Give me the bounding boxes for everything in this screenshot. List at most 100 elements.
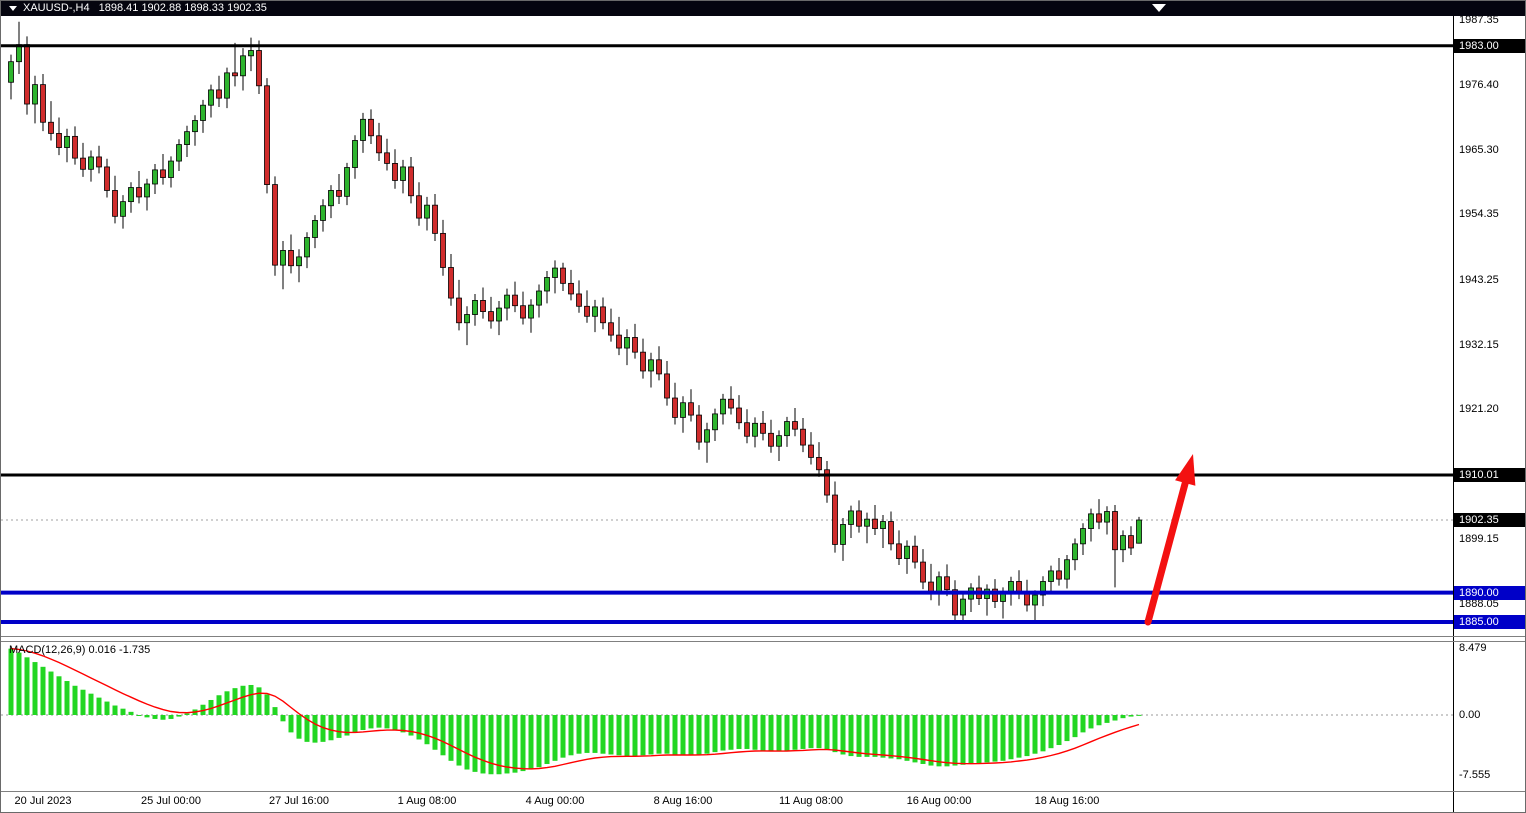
macd-histogram-bar	[1072, 715, 1078, 738]
macd-histogram-bar	[760, 715, 766, 751]
macd-histogram-bar	[472, 715, 478, 772]
macd-histogram-bar	[72, 685, 78, 715]
macd-histogram-bar	[840, 715, 846, 755]
macd-histogram-bar	[816, 715, 822, 749]
macd-histogram-bar	[360, 715, 366, 731]
panel-separator-top[interactable]	[1, 636, 1525, 637]
macd-histogram-bar	[992, 715, 998, 762]
trend-arrow-head[interactable]	[1175, 454, 1196, 486]
candle	[528, 299, 534, 333]
chart-canvas[interactable]	[1, 1, 1453, 813]
macd-histogram-bar	[1048, 715, 1054, 749]
candle	[880, 515, 886, 548]
time-axis-separator	[1, 791, 1525, 792]
candle	[1104, 506, 1110, 535]
candle	[1024, 579, 1030, 612]
macd-histogram-bar	[736, 715, 742, 749]
candle	[464, 306, 470, 346]
candle	[448, 253, 454, 306]
candle	[1112, 505, 1118, 588]
macd-histogram-bar	[856, 715, 862, 757]
macd-histogram-bar	[64, 681, 70, 715]
macd-histogram-bar	[336, 715, 342, 738]
ohlc-label: 1898.41 1902.88 1898.33 1902.35	[98, 2, 267, 14]
macd-histogram-bar	[376, 715, 382, 728]
candle	[672, 382, 678, 425]
candle	[504, 288, 510, 321]
candle	[760, 410, 766, 441]
macd-histogram-bar	[568, 715, 574, 756]
symbol-menu-icon[interactable]	[9, 6, 17, 11]
macd-histogram-bar	[832, 715, 838, 753]
candle	[856, 500, 862, 533]
macd-histogram-bar	[264, 694, 270, 715]
macd-histogram-bar	[448, 715, 454, 761]
macd-histogram-bar	[688, 715, 694, 756]
candle	[472, 293, 478, 326]
candle	[432, 193, 438, 242]
candle	[968, 583, 974, 613]
candle	[168, 156, 174, 188]
macd-histogram-bar	[928, 715, 934, 766]
macd-histogram-bar	[720, 715, 726, 751]
macd-histogram-bar	[592, 715, 598, 753]
candle	[624, 329, 630, 366]
macd-histogram-bar	[640, 715, 646, 756]
candle	[112, 175, 118, 224]
macd-histogram-bar	[488, 715, 494, 775]
candle	[728, 386, 734, 415]
macd-histogram-bar	[968, 715, 974, 764]
macd-histogram-bar	[800, 715, 806, 749]
candle	[456, 279, 462, 331]
candle	[80, 142, 86, 177]
candle	[224, 67, 230, 109]
candle	[208, 84, 214, 118]
candle	[328, 185, 334, 219]
macd-histogram-bar	[680, 715, 686, 756]
candle	[912, 535, 918, 569]
candle	[784, 416, 790, 447]
trend-arrow-shaft[interactable]	[1144, 479, 1189, 626]
candle	[8, 54, 14, 100]
macd-histogram-bar	[400, 715, 406, 733]
macd-histogram-bar	[240, 685, 246, 715]
candle	[400, 159, 406, 194]
candle	[824, 460, 830, 503]
candle	[696, 405, 702, 450]
macd-histogram-bar	[520, 715, 526, 772]
macd-histogram-bar	[432, 715, 438, 750]
macd-histogram-bar	[904, 715, 910, 761]
macd-histogram-bar	[96, 697, 102, 715]
candle	[1048, 565, 1054, 594]
candle	[704, 422, 710, 463]
macd-histogram-bar	[960, 715, 966, 765]
candle	[280, 241, 286, 290]
time-axis-label: 1 Aug 08:00	[397, 795, 457, 807]
candle	[552, 260, 558, 294]
candle	[768, 419, 774, 453]
time-axis-label: 27 Jul 16:00	[269, 795, 329, 807]
candle	[72, 126, 78, 165]
macd-histogram-bar	[744, 715, 750, 749]
candle	[88, 150, 94, 182]
candle	[1088, 508, 1094, 542]
candle	[584, 290, 590, 323]
candle	[664, 360, 670, 406]
time-axis-label: 16 Aug 00:00	[906, 795, 972, 807]
macd-histogram-bar	[312, 715, 318, 743]
candle	[176, 139, 182, 172]
macd-histogram-bar	[920, 715, 926, 764]
candle	[480, 287, 486, 319]
macd-histogram-bar	[1016, 715, 1022, 758]
macd-histogram-bar	[352, 715, 358, 733]
panel-separator-bottom[interactable]	[1, 641, 1525, 642]
candle	[376, 122, 382, 162]
candle	[904, 540, 910, 574]
candle	[360, 112, 366, 153]
candle	[352, 135, 358, 179]
chart-shift-marker-icon[interactable]	[1152, 4, 1166, 12]
candle	[712, 408, 718, 441]
candle	[264, 78, 270, 194]
macd-histogram-bar	[584, 715, 590, 753]
